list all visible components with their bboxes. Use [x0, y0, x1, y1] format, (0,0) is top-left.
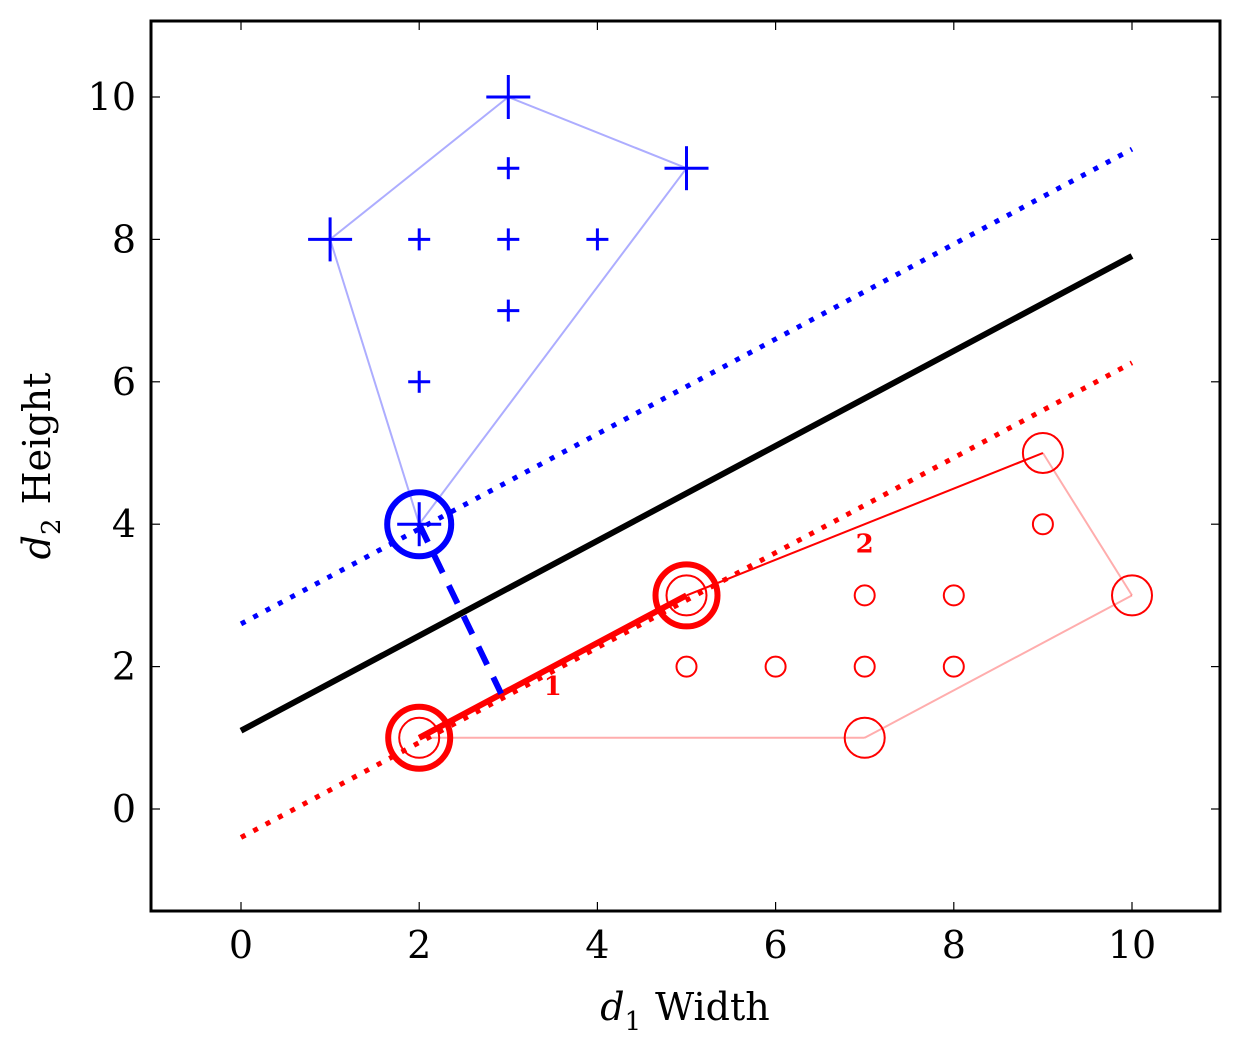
support-vector-inner	[665, 574, 708, 617]
hull-edge	[686, 452, 1044, 597]
hull-edge	[329, 96, 509, 241]
y-tick-label: 0	[112, 787, 136, 831]
hull-edge	[1042, 452, 1133, 596]
plot-area: 12	[239, 75, 1153, 840]
x-axis-label: d1 Width	[600, 985, 770, 1037]
circle-point	[764, 655, 787, 678]
y-tick-label: 10	[88, 75, 136, 119]
hull-vertex-circle	[843, 716, 886, 759]
x-tick-label: 10	[1108, 923, 1156, 967]
y-tick-label: 6	[112, 360, 136, 404]
y-tick-label: 4	[112, 502, 136, 546]
y-axis-label: d2Height	[15, 373, 67, 560]
circle-point	[675, 655, 698, 678]
hull-edge	[329, 239, 421, 525]
hull-edge	[418, 167, 688, 525]
plot-frame	[149, 19, 1222, 913]
circle-point	[1031, 513, 1054, 536]
x-tick-label: 6	[764, 923, 788, 967]
segment-label: 2	[856, 530, 874, 560]
support-vector-ring	[652, 561, 721, 630]
hull-edge	[864, 594, 1133, 739]
segment-label: 1	[544, 672, 562, 702]
x-tick-label: 8	[942, 923, 966, 967]
hull-vertex-circle	[1111, 574, 1153, 617]
hull-edge	[507, 96, 687, 170]
circle-point	[853, 584, 876, 607]
support-vector-inner	[398, 716, 441, 759]
support-vector-ring	[385, 703, 454, 772]
decision-boundary-line	[239, 253, 1134, 734]
support-segment	[417, 592, 688, 741]
axis-ticks: 0 2 4 6 8 10 0 2 4 6 8 10	[88, 21, 1220, 967]
support-vector-ring	[384, 489, 455, 560]
margin-negative-line	[239, 360, 1134, 840]
y-tick-label: 8	[112, 217, 136, 261]
hull-vertex-circle	[1021, 432, 1064, 474]
x-tick-label: 0	[229, 923, 253, 967]
circle-point	[853, 655, 876, 678]
circle-point	[942, 655, 965, 678]
circle-point	[942, 584, 965, 607]
y-tick-label: 2	[112, 645, 136, 689]
margin-positive-line	[239, 146, 1134, 627]
x-tick-label: 4	[585, 923, 609, 967]
x-tick-label: 2	[407, 923, 431, 967]
margin-distance	[416, 522, 504, 695]
